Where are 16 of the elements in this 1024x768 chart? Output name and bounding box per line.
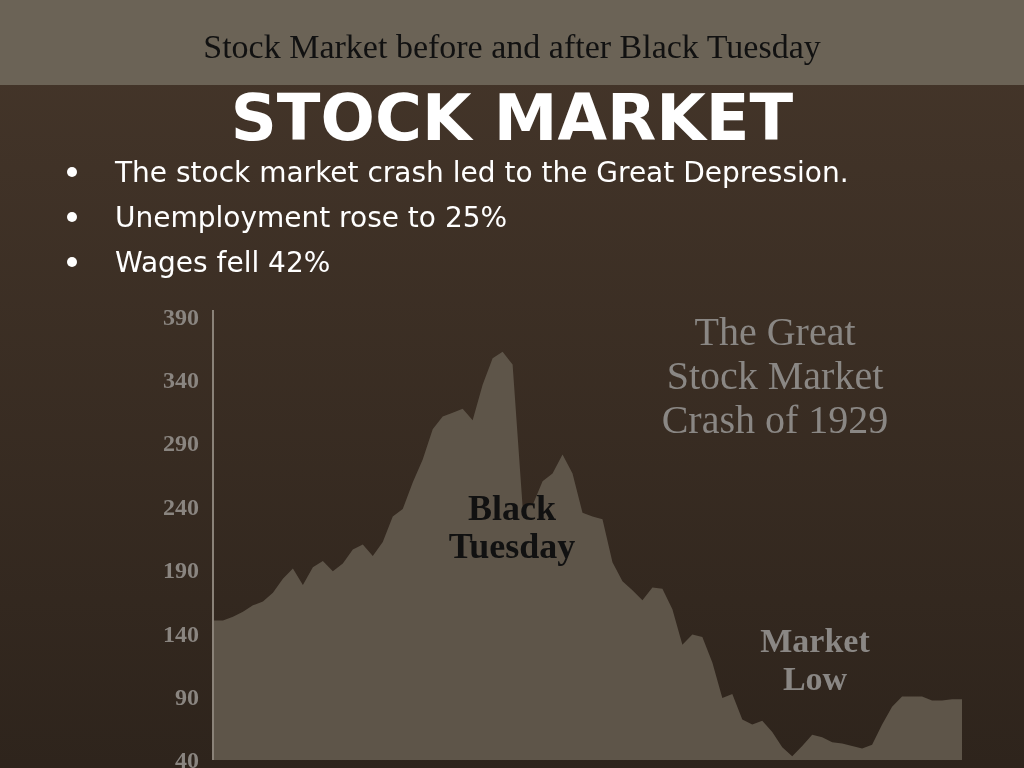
chart-title: STOCK MARKET xyxy=(230,81,794,155)
text: The stock market crash led to the Great Depression. xyxy=(114,156,849,189)
y-tick-label: 240 xyxy=(163,493,199,520)
annotation: Market Low xyxy=(760,622,871,697)
y-tick-label: 140 xyxy=(163,620,199,647)
text: Wages fell 42% xyxy=(115,246,331,279)
annotation: Black Tuesday xyxy=(448,488,576,566)
text: Unemployment rose to 25% xyxy=(115,201,508,234)
y-tick-label: 40 xyxy=(175,747,199,768)
y-tick-label: 340 xyxy=(163,367,199,394)
chart-subtitle: Stock Market before and after Black Tuesday xyxy=(203,28,821,65)
annotation: The Great Stock Market Crash of 1929 xyxy=(661,309,889,442)
y-tick-label: 390 xyxy=(163,303,199,330)
y-tick-label: 290 xyxy=(163,430,199,457)
y-tick-label: 90 xyxy=(175,684,199,711)
y-tick-label: 190 xyxy=(163,557,199,584)
